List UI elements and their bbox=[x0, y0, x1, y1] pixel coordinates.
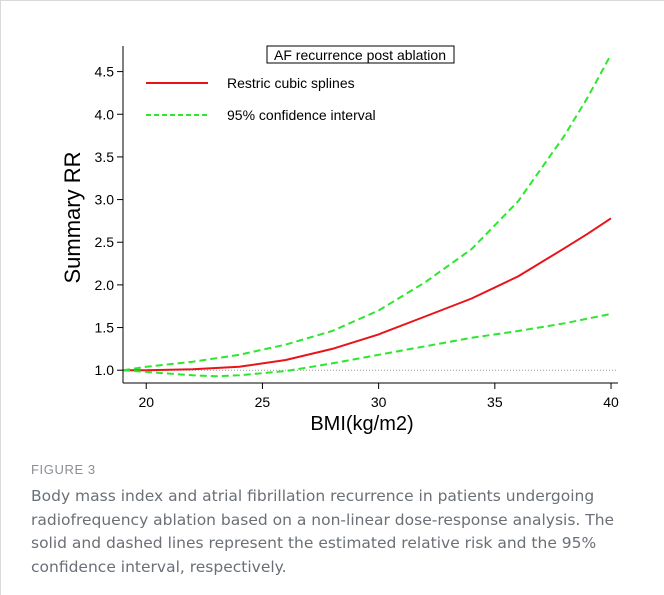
y-axis-label: Summary RR bbox=[60, 151, 85, 283]
legend-label-spline: Restric cubic splines bbox=[227, 75, 355, 91]
y-tick-label: 1.0 bbox=[95, 362, 115, 378]
y-tick-label: 4.0 bbox=[95, 106, 115, 122]
x-tick-label: 40 bbox=[603, 394, 619, 410]
x-tick-label: 20 bbox=[138, 394, 154, 410]
y-tick-label: 1.5 bbox=[95, 320, 115, 336]
x-tick-label: 25 bbox=[255, 394, 271, 410]
y-tick-label: 2.0 bbox=[95, 277, 115, 293]
legend: AF recurrence post ablation Restric cubic… bbox=[146, 45, 455, 123]
legend-title: AF recurrence post ablation bbox=[274, 47, 446, 63]
x-axis-label: BMI(kg/m2) bbox=[310, 413, 413, 435]
y-tick-label: 3.0 bbox=[95, 192, 115, 208]
y-tick-label: 4.5 bbox=[95, 64, 115, 80]
ci-line-2 bbox=[122, 312, 612, 378]
y-tick-label: 2.5 bbox=[95, 234, 115, 250]
axis-layer: 1.0 1.5 2.0 2.5 3.0 3.5 4.0 4.5 20 25 30 35 40 BMI(kg… bbox=[60, 46, 619, 435]
figure-caption: Body mass index and atrial fibrillation … bbox=[31, 487, 615, 576]
series-layer bbox=[122, 54, 612, 378]
y-tick-label: 3.5 bbox=[95, 149, 115, 165]
ci-line-1 bbox=[122, 54, 612, 372]
x-tick-label: 35 bbox=[487, 394, 503, 410]
x-tick-label: 30 bbox=[371, 394, 387, 410]
legend-label-ci: 95% confidence interval bbox=[227, 107, 376, 123]
spline-line bbox=[123, 217, 612, 372]
figure-label: FIGURE 3 bbox=[31, 462, 96, 477]
legend-title-box bbox=[266, 45, 455, 64]
rr-chart: 1.0 1.5 2.0 2.5 3.0 3.5 4.0 4.5 20 25 30 35 40 BMI(kg… bbox=[60, 45, 619, 435]
